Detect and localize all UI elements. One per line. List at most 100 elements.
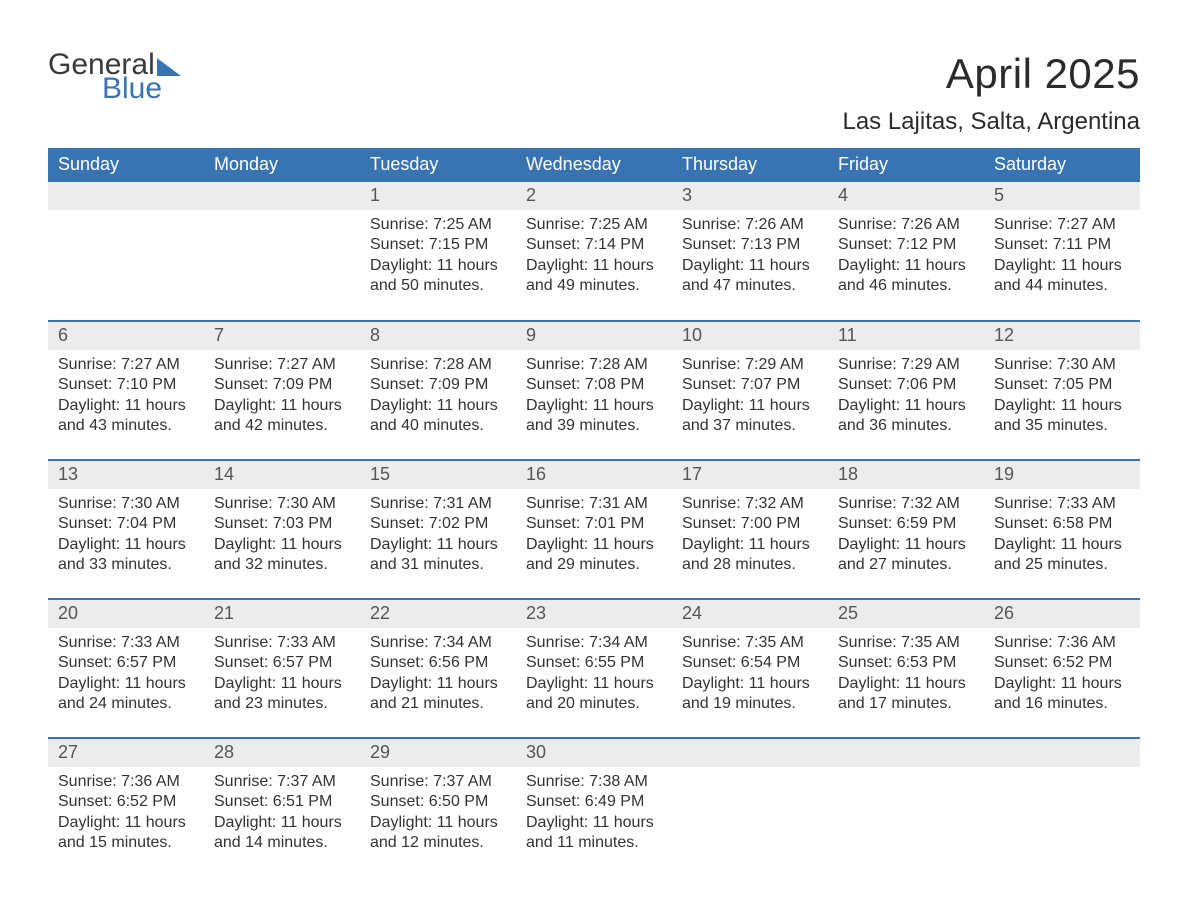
sunset-line: Sunset: 6:53 PM	[838, 653, 974, 673]
calendar-cell: Sunrise: 7:36 AMSunset: 6:52 PMDaylight:…	[48, 767, 204, 877]
calendar-cell: Sunrise: 7:34 AMSunset: 6:56 PMDaylight:…	[360, 628, 516, 737]
sunrise-line: Sunrise: 7:33 AM	[214, 633, 350, 653]
calendar-cell: Sunrise: 7:27 AMSunset: 7:09 PMDaylight:…	[204, 350, 360, 459]
sunset-line: Sunset: 7:13 PM	[682, 235, 818, 255]
calendar-cell: Sunrise: 7:25 AMSunset: 7:14 PMDaylight:…	[516, 210, 672, 320]
calendar-cell: Sunrise: 7:35 AMSunset: 6:53 PMDaylight:…	[828, 628, 984, 737]
day-number: 23	[516, 600, 672, 628]
calendar-week: 12345Sunrise: 7:25 AMSunset: 7:15 PMDayl…	[48, 182, 1140, 320]
daylight-line: Daylight: 11 hours and 33 minutes.	[58, 535, 194, 576]
sunrise-line: Sunrise: 7:28 AM	[526, 355, 662, 375]
sunset-line: Sunset: 7:11 PM	[994, 235, 1130, 255]
calendar-body: 12345Sunrise: 7:25 AMSunset: 7:15 PMDayl…	[48, 182, 1140, 877]
calendar-cell: Sunrise: 7:28 AMSunset: 7:09 PMDaylight:…	[360, 350, 516, 459]
sunset-line: Sunset: 6:52 PM	[58, 792, 194, 812]
sunrise-line: Sunrise: 7:37 AM	[214, 772, 350, 792]
sunset-line: Sunset: 7:04 PM	[58, 514, 194, 534]
daylight-line: Daylight: 11 hours and 21 minutes.	[370, 674, 506, 715]
daylight-line: Daylight: 11 hours and 49 minutes.	[526, 256, 662, 297]
sunrise-line: Sunrise: 7:26 AM	[838, 215, 974, 235]
sunset-line: Sunset: 7:14 PM	[526, 235, 662, 255]
day-number: 28	[204, 739, 360, 767]
calendar-cell: Sunrise: 7:32 AMSunset: 6:59 PMDaylight:…	[828, 489, 984, 598]
day-number: 11	[828, 322, 984, 350]
day-number	[204, 182, 360, 210]
day-number: 30	[516, 739, 672, 767]
daylight-line: Daylight: 11 hours and 29 minutes.	[526, 535, 662, 576]
sunrise-line: Sunrise: 7:25 AM	[370, 215, 506, 235]
sunrise-line: Sunrise: 7:33 AM	[994, 494, 1130, 514]
weekday-header: Friday	[828, 148, 984, 182]
calendar-cell: Sunrise: 7:30 AMSunset: 7:05 PMDaylight:…	[984, 350, 1140, 459]
weekday-header-row: SundayMondayTuesdayWednesdayThursdayFrid…	[48, 148, 1140, 182]
daylight-line: Daylight: 11 hours and 23 minutes.	[214, 674, 350, 715]
sunset-line: Sunset: 7:05 PM	[994, 375, 1130, 395]
logo-triangle-icon	[157, 54, 181, 76]
day-number: 13	[48, 461, 204, 489]
sunrise-line: Sunrise: 7:28 AM	[370, 355, 506, 375]
calendar-cell: Sunrise: 7:32 AMSunset: 7:00 PMDaylight:…	[672, 489, 828, 598]
sunrise-line: Sunrise: 7:29 AM	[838, 355, 974, 375]
day-number: 7	[204, 322, 360, 350]
day-number: 4	[828, 182, 984, 210]
day-number-row: 27282930	[48, 739, 1140, 767]
calendar-cell: Sunrise: 7:36 AMSunset: 6:52 PMDaylight:…	[984, 628, 1140, 737]
day-number: 2	[516, 182, 672, 210]
day-number: 29	[360, 739, 516, 767]
day-number: 14	[204, 461, 360, 489]
sunset-line: Sunset: 7:02 PM	[370, 514, 506, 534]
sunrise-line: Sunrise: 7:35 AM	[838, 633, 974, 653]
day-number: 24	[672, 600, 828, 628]
sunset-line: Sunset: 6:56 PM	[370, 653, 506, 673]
calendar-cell: Sunrise: 7:29 AMSunset: 7:06 PMDaylight:…	[828, 350, 984, 459]
daylight-line: Daylight: 11 hours and 47 minutes.	[682, 256, 818, 297]
calendar-cell	[48, 210, 204, 320]
day-number: 15	[360, 461, 516, 489]
sunrise-line: Sunrise: 7:30 AM	[58, 494, 194, 514]
sunset-line: Sunset: 6:51 PM	[214, 792, 350, 812]
day-number	[48, 182, 204, 210]
sunrise-line: Sunrise: 7:25 AM	[526, 215, 662, 235]
sunrise-line: Sunrise: 7:26 AM	[682, 215, 818, 235]
sunset-line: Sunset: 6:55 PM	[526, 653, 662, 673]
sunset-line: Sunset: 7:03 PM	[214, 514, 350, 534]
daylight-line: Daylight: 11 hours and 14 minutes.	[214, 813, 350, 854]
daylight-line: Daylight: 11 hours and 19 minutes.	[682, 674, 818, 715]
sunrise-line: Sunrise: 7:33 AM	[58, 633, 194, 653]
daylight-line: Daylight: 11 hours and 27 minutes.	[838, 535, 974, 576]
calendar-cell	[984, 767, 1140, 877]
sunrise-line: Sunrise: 7:27 AM	[214, 355, 350, 375]
sunrise-line: Sunrise: 7:36 AM	[994, 633, 1130, 653]
sunset-line: Sunset: 6:59 PM	[838, 514, 974, 534]
day-number: 16	[516, 461, 672, 489]
day-number: 3	[672, 182, 828, 210]
sunrise-line: Sunrise: 7:30 AM	[214, 494, 350, 514]
calendar: SundayMondayTuesdayWednesdayThursdayFrid…	[48, 148, 1140, 877]
daylight-line: Daylight: 11 hours and 12 minutes.	[370, 813, 506, 854]
day-number-row: 6789101112	[48, 322, 1140, 350]
sunrise-line: Sunrise: 7:31 AM	[370, 494, 506, 514]
calendar-cell: Sunrise: 7:37 AMSunset: 6:50 PMDaylight:…	[360, 767, 516, 877]
sunrise-line: Sunrise: 7:30 AM	[994, 355, 1130, 375]
daylight-line: Daylight: 11 hours and 40 minutes.	[370, 396, 506, 437]
sunset-line: Sunset: 7:10 PM	[58, 375, 194, 395]
day-number-row: 20212223242526	[48, 600, 1140, 628]
calendar-cell	[828, 767, 984, 877]
day-number: 21	[204, 600, 360, 628]
sunset-line: Sunset: 6:58 PM	[994, 514, 1130, 534]
sunset-line: Sunset: 6:57 PM	[214, 653, 350, 673]
day-number: 26	[984, 600, 1140, 628]
calendar-cell: Sunrise: 7:33 AMSunset: 6:57 PMDaylight:…	[48, 628, 204, 737]
day-number: 9	[516, 322, 672, 350]
calendar-cell: Sunrise: 7:27 AMSunset: 7:11 PMDaylight:…	[984, 210, 1140, 320]
weekday-header: Thursday	[672, 148, 828, 182]
sunset-line: Sunset: 6:50 PM	[370, 792, 506, 812]
calendar-cell: Sunrise: 7:38 AMSunset: 6:49 PMDaylight:…	[516, 767, 672, 877]
day-number: 6	[48, 322, 204, 350]
sunrise-line: Sunrise: 7:27 AM	[58, 355, 194, 375]
sunset-line: Sunset: 7:12 PM	[838, 235, 974, 255]
calendar-week: 13141516171819Sunrise: 7:30 AMSunset: 7:…	[48, 459, 1140, 598]
calendar-week: 27282930Sunrise: 7:36 AMSunset: 6:52 PMD…	[48, 737, 1140, 877]
weekday-header: Saturday	[984, 148, 1140, 182]
sunrise-line: Sunrise: 7:31 AM	[526, 494, 662, 514]
